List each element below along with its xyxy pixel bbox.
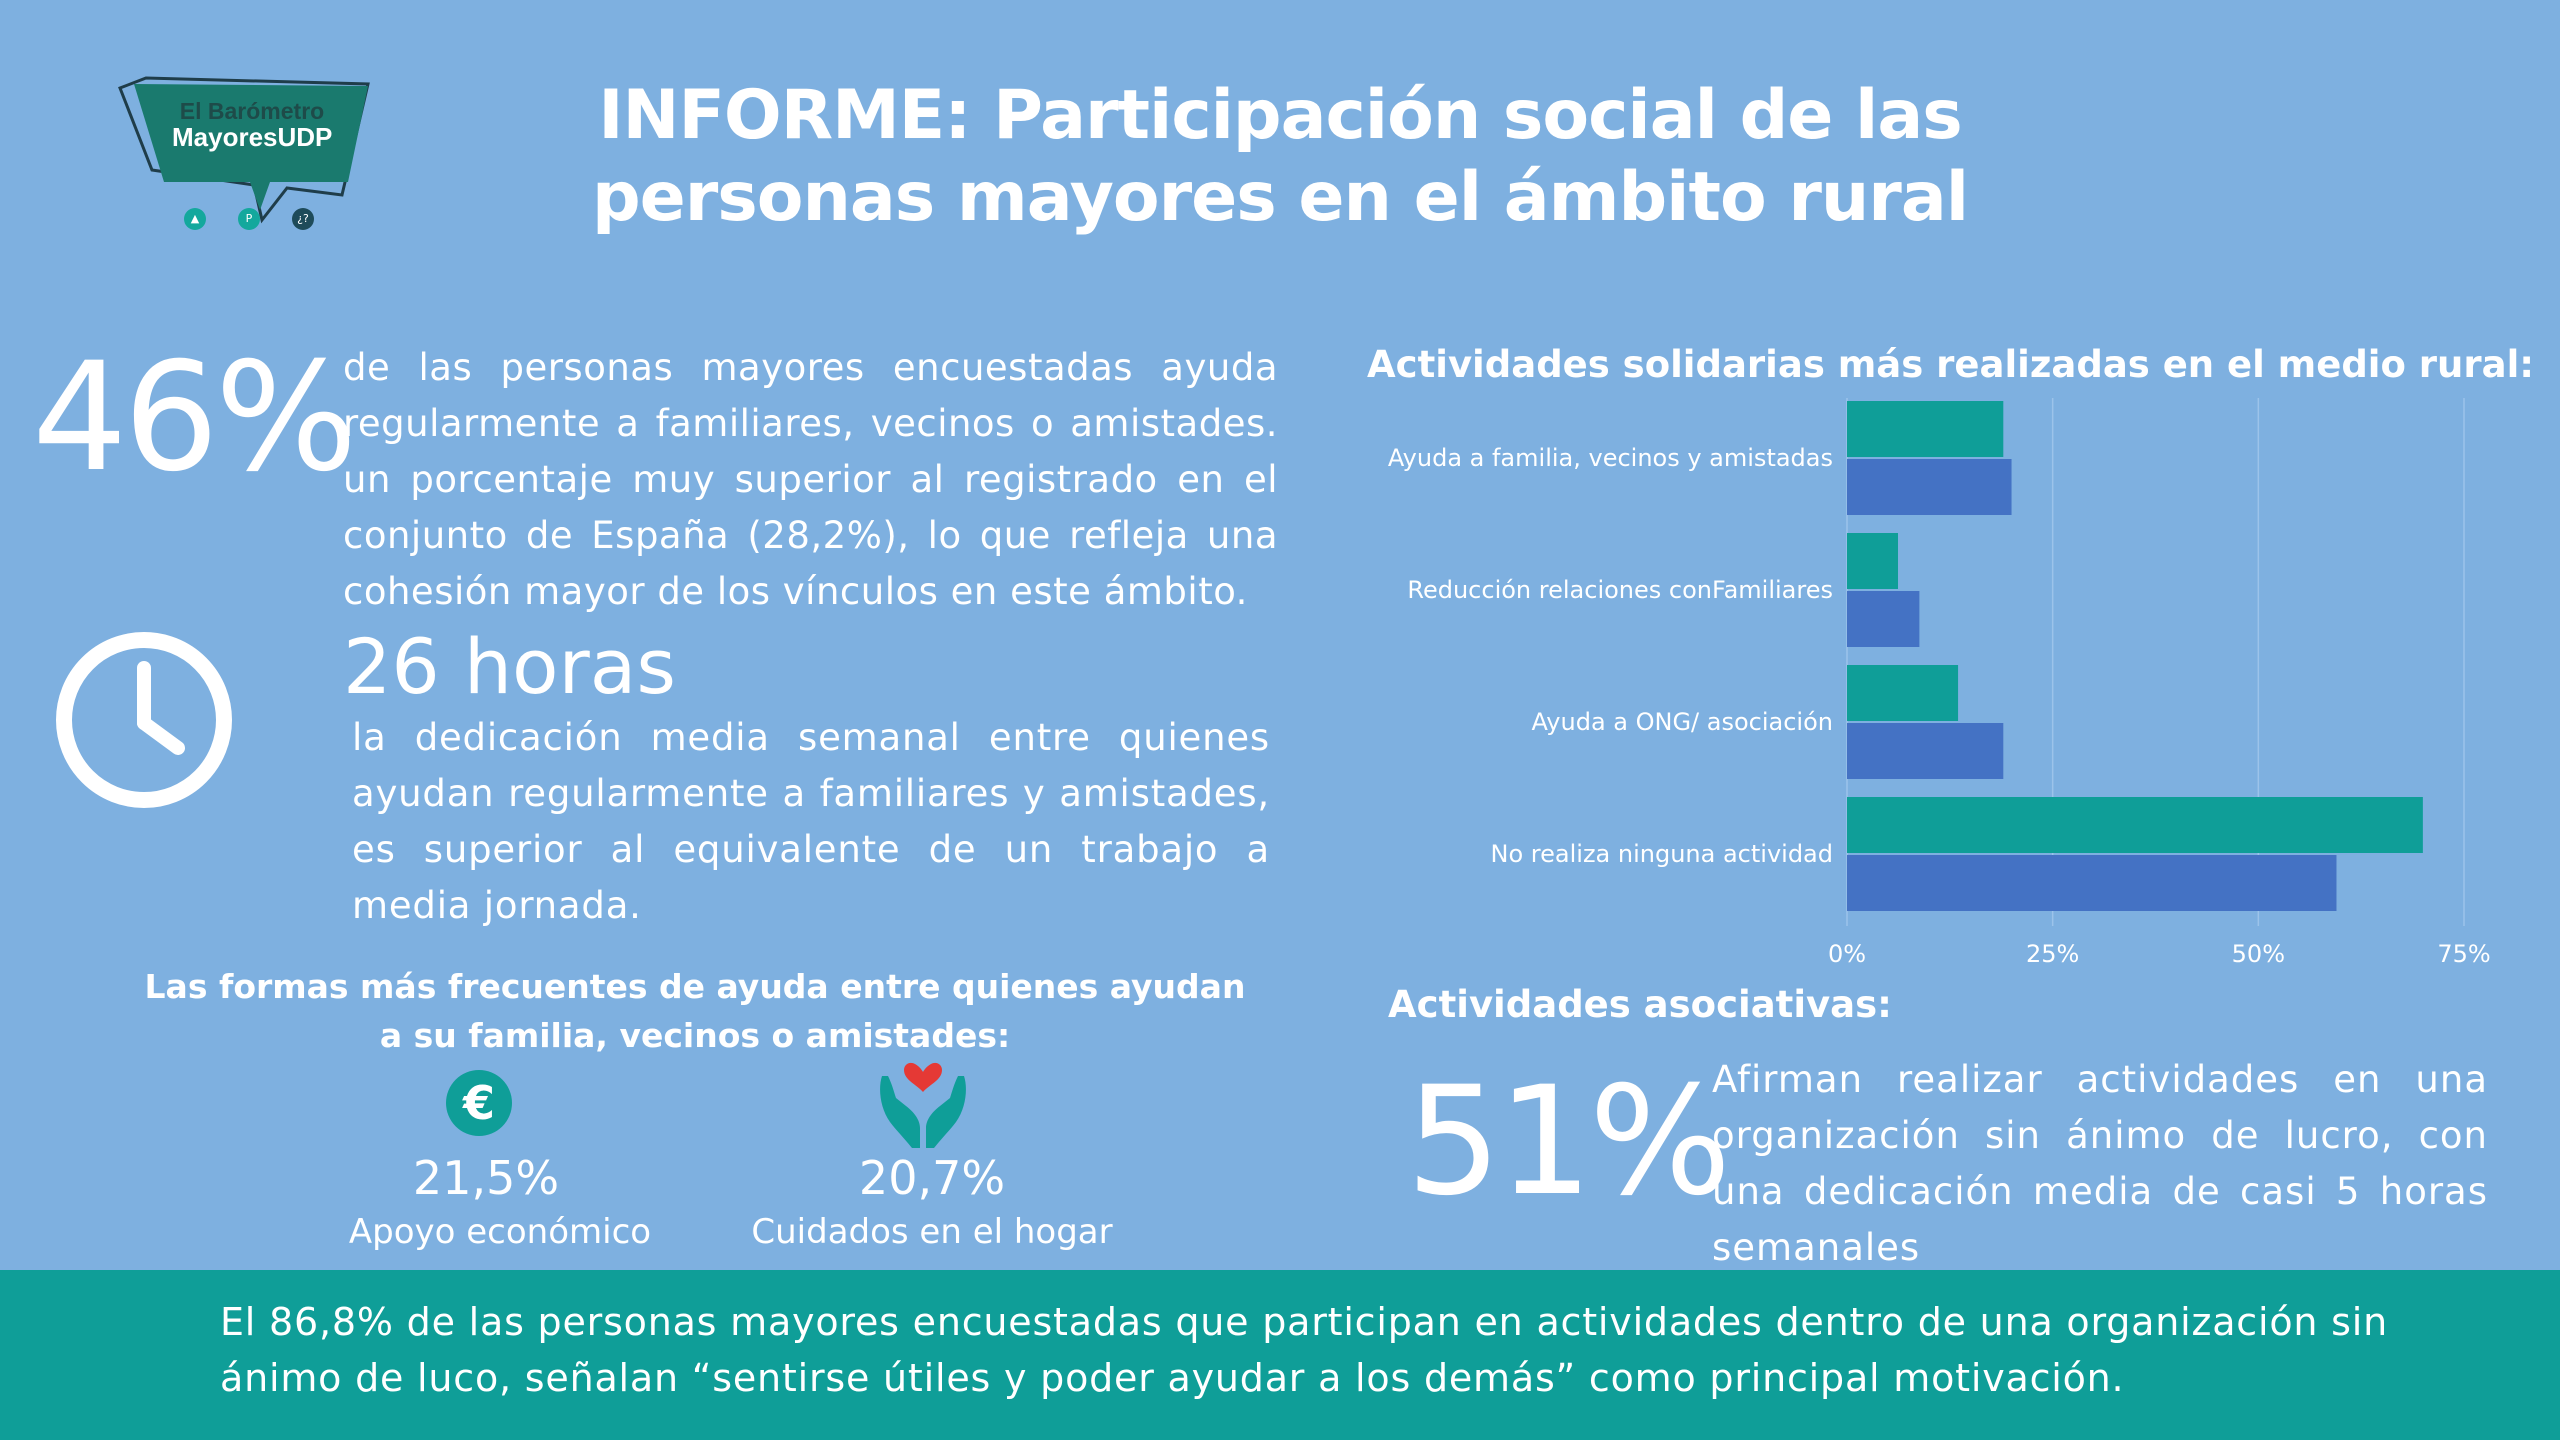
chart-bar: [1847, 855, 2337, 911]
page-title: INFORME: Participación social de las per…: [430, 75, 2130, 239]
clock-icon: [56, 632, 232, 808]
help-economic-label: Apoyo económico: [348, 1212, 652, 1252]
page-title-line-1: INFORME: Participación social de las: [598, 76, 1962, 155]
hours-value: 26 horas: [343, 622, 676, 711]
assoc-title: Actividades asociativas:: [1388, 983, 1892, 1026]
solidarity-activities-chart: Ayuda a familia, vecinos y amistadas Redu…: [1388, 398, 2491, 968]
footer-text: El 86,8% de las personas mayores encuest…: [220, 1300, 2389, 1400]
hours-description: la dedicación media semanal entre quiene…: [352, 716, 1270, 927]
logo-speech-bubble: [118, 76, 370, 224]
chart-tick-label: 0%: [1828, 940, 1866, 968]
chart-bar: [1847, 533, 1899, 589]
logo: El Barómetro MayoresUDP ▲ P ¿?: [112, 70, 382, 240]
chart-bar: [1847, 723, 2004, 779]
help-forms-heading: Las formas más frecuentes de ayuda entre…: [144, 967, 1246, 1055]
euro-icon: €: [446, 1070, 512, 1136]
stat-51-description: Afirman realizar actividades en una orga…: [1712, 1058, 2488, 1269]
chart-tick-label: 50%: [2232, 940, 2285, 968]
help-home-care-value: 20,7%: [858, 1151, 1006, 1205]
logo-line-2: MayoresUDP: [172, 122, 333, 152]
stat-46-value: 46%: [32, 331, 357, 505]
chart-category-label: Reducción relaciones conFamiliares: [1407, 576, 1833, 604]
logo-line-1: El Barómetro: [179, 98, 325, 124]
chart-bar: [1847, 591, 1920, 647]
stat-46-description: de las personas mayores encuestadas ayud…: [343, 346, 1278, 613]
help-home-care-label: Cuidados en el hogar: [751, 1212, 1113, 1252]
chart-bar: [1847, 401, 2004, 457]
chart-title: Actividades solidarias más realizadas en…: [1367, 343, 2535, 386]
chart-category-label: Ayuda a familia, vecinos y amistadas: [1388, 444, 1833, 472]
stat-51-value: 51%: [1406, 1055, 1731, 1229]
chart-bar: [1847, 797, 2423, 853]
page-title-line-2: personas mayores en el ámbito rural: [591, 158, 1969, 237]
chart-category-label: Ayuda a ONG/ asociación: [1532, 708, 1834, 736]
logo-dot-triangle-icon: ▲: [184, 208, 206, 230]
footer-band: [0, 1270, 2560, 1440]
chart-bar: [1847, 459, 2012, 515]
logo-dot-p-icon: P: [238, 208, 260, 230]
caring-hands-icon: [880, 1062, 966, 1148]
chart-bar: [1847, 665, 1959, 721]
logo-dot-question-icon: ¿?: [292, 208, 314, 230]
chart-tick-label: 25%: [2026, 940, 2079, 968]
help-economic-value: 21,5%: [412, 1151, 560, 1205]
chart-category-label: No realiza ninguna actividad: [1491, 840, 1833, 868]
chart-tick-label: 75%: [2437, 940, 2490, 968]
